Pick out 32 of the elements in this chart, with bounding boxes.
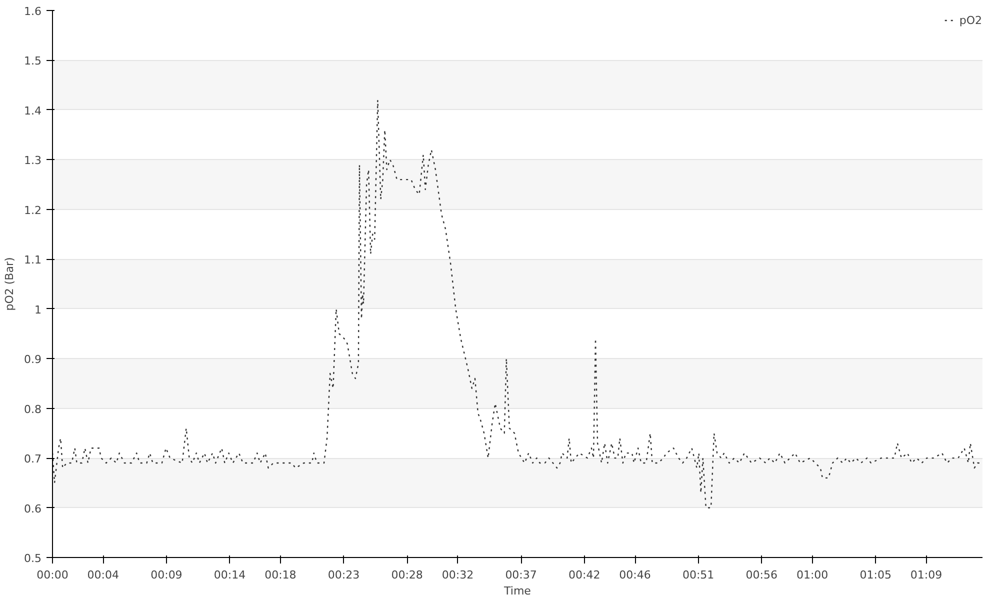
x-tick-label: 00:46 bbox=[619, 568, 651, 582]
legend-label: pO2 bbox=[959, 14, 982, 26]
x-tick-label: 00:51 bbox=[682, 568, 714, 582]
y-tick-label: 1.5 bbox=[24, 54, 42, 68]
x-tick-label: 00:37 bbox=[505, 568, 537, 582]
y-tick-label: 1.4 bbox=[24, 104, 42, 118]
y-tick-label: 0.9 bbox=[24, 353, 42, 366]
y-tick-label: 0.5 bbox=[24, 552, 42, 565]
x-tick-label: 00:32 bbox=[442, 568, 474, 582]
x-tick-label: 00:42 bbox=[568, 568, 600, 582]
x-tick-label: 01:05 bbox=[860, 568, 892, 582]
x-tick-label: 00:28 bbox=[391, 568, 423, 582]
y-tick-label: 0.7 bbox=[24, 452, 42, 466]
y-tick-label: 1.3 bbox=[24, 154, 42, 168]
x-tick-label: 00:23 bbox=[328, 568, 360, 582]
x-tick-label: 00:18 bbox=[264, 568, 296, 582]
x-tick-label: 01:00 bbox=[796, 568, 828, 582]
x-tick-label: 00:00 bbox=[36, 568, 68, 582]
line-series bbox=[52, 99, 982, 508]
y-tick-label: 0.8 bbox=[24, 402, 42, 416]
x-tick-label: 00:14 bbox=[214, 568, 246, 582]
x-tick-label: 01:09 bbox=[910, 568, 942, 582]
x-tick-label: 00:04 bbox=[87, 568, 120, 582]
y-axis-title: pO2 (Bar) bbox=[3, 257, 16, 311]
y-tick-label: 0.6 bbox=[24, 502, 42, 516]
y-tick-label: 1.2 bbox=[24, 204, 42, 217]
y-tick-label: 1 bbox=[34, 303, 42, 316]
y-tick-label: 1.6 bbox=[24, 5, 42, 18]
x-tick-label: 00:09 bbox=[150, 568, 182, 582]
x-axis-title: Time bbox=[503, 584, 532, 598]
y-tick-label: 1.1 bbox=[24, 254, 42, 267]
x-tick-label: 00:56 bbox=[746, 568, 778, 582]
